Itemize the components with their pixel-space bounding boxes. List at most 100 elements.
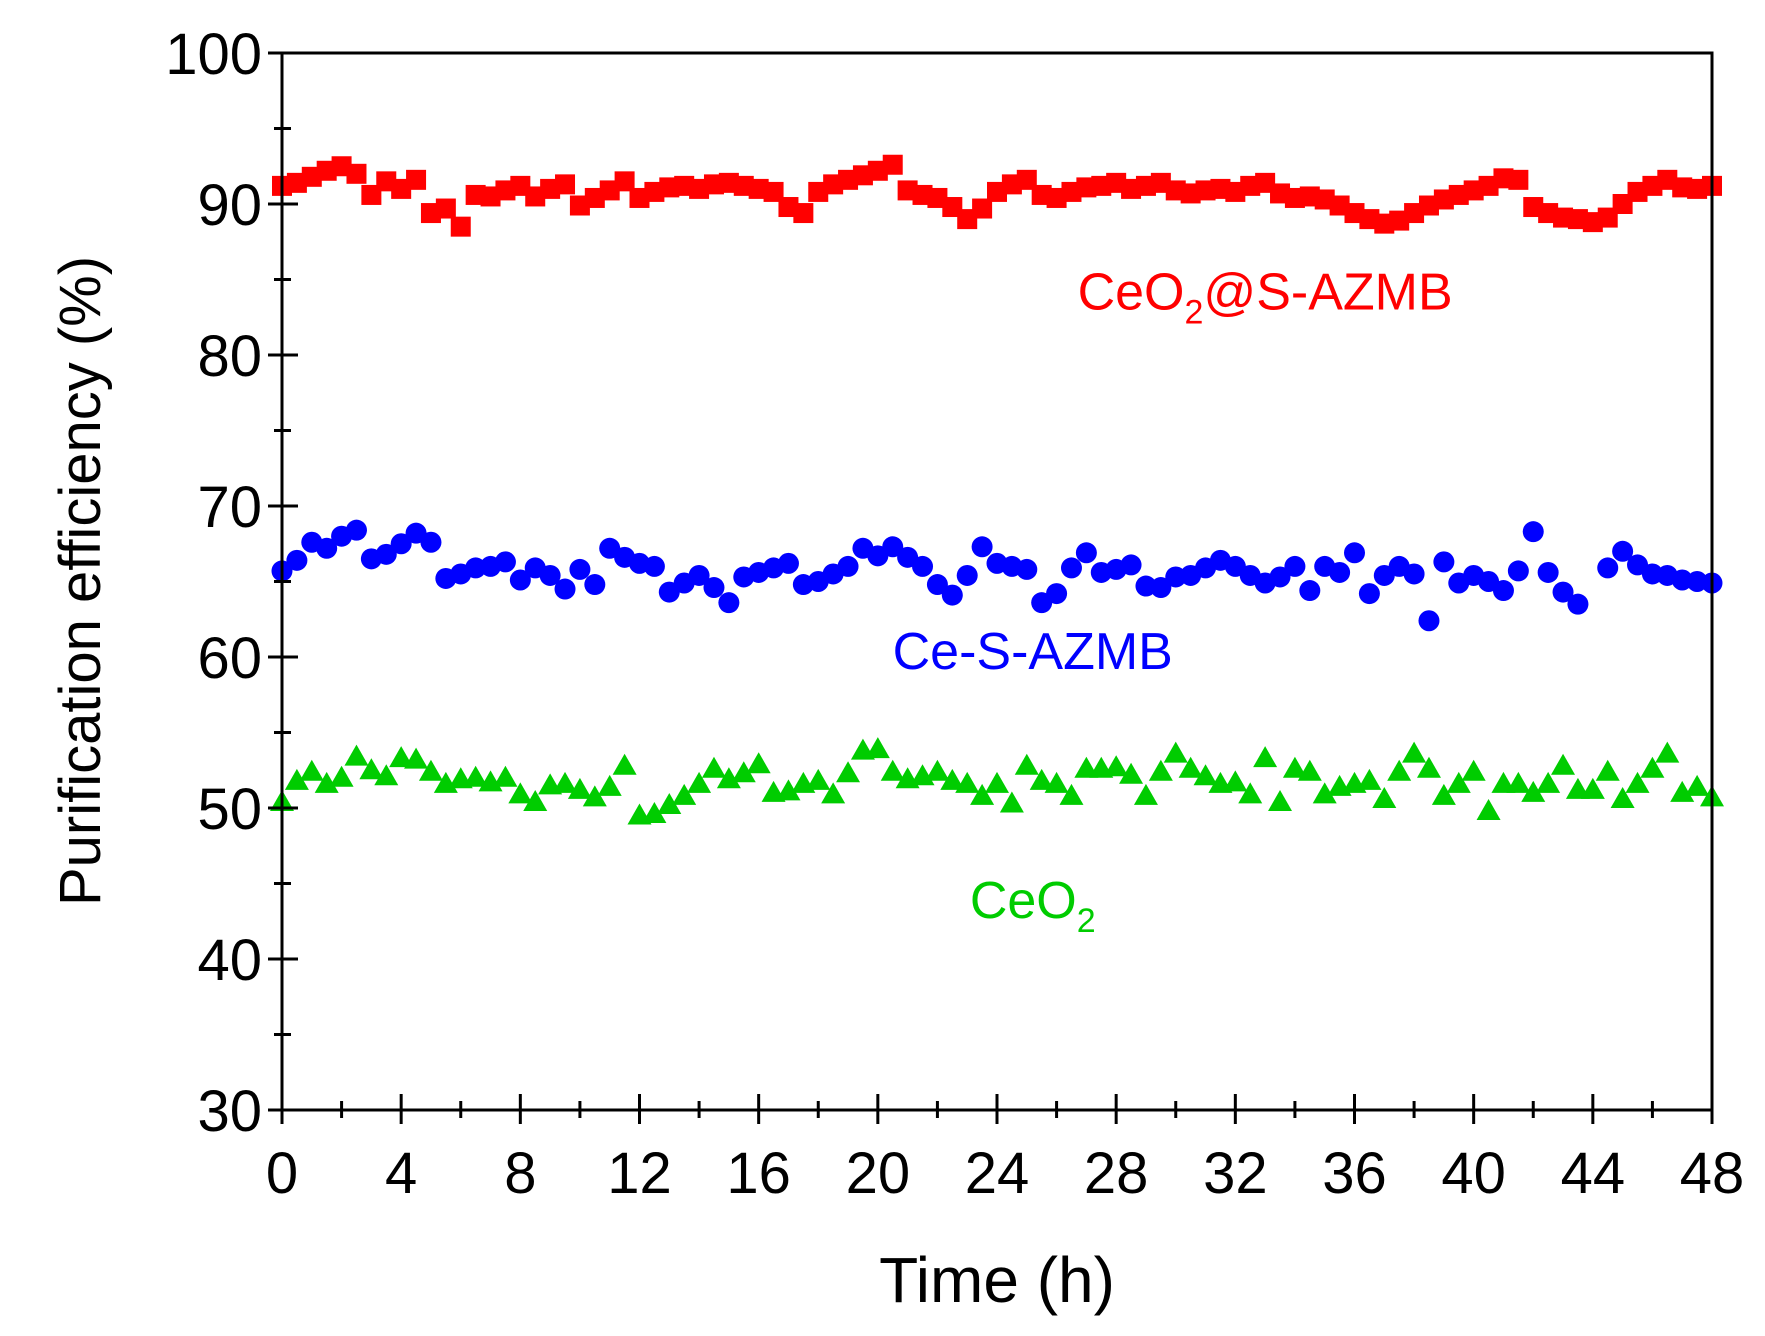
y-tick-label: 90 xyxy=(197,173,262,238)
data-point-triangle xyxy=(1506,771,1531,793)
data-point-triangle xyxy=(567,777,592,799)
data-point-circle xyxy=(703,577,725,599)
data-point-triangle xyxy=(642,802,667,824)
data-point-square xyxy=(406,169,427,190)
data-point-circle xyxy=(1418,610,1440,632)
data-point-circle xyxy=(941,584,963,606)
data-point-circle xyxy=(1597,557,1619,579)
data-point-triangle xyxy=(657,792,682,814)
data-point-triangle xyxy=(1104,755,1129,777)
y-tick-label: 50 xyxy=(197,777,262,842)
data-point-triangle xyxy=(1223,770,1248,792)
data-point-triangle xyxy=(1372,786,1397,808)
x-tick-label: 12 xyxy=(607,1141,672,1206)
data-point-triangle xyxy=(1357,768,1382,790)
data-point-square xyxy=(346,163,367,184)
data-point-circle xyxy=(375,543,397,565)
data-point-triangle xyxy=(299,759,324,781)
data-point-triangle xyxy=(1282,756,1307,778)
data-point-triangle xyxy=(418,759,443,781)
data-point-triangle xyxy=(1119,762,1144,784)
data-point-triangle xyxy=(597,774,622,796)
data-point-circle xyxy=(539,564,561,586)
series-3 xyxy=(270,737,1724,825)
series-2 xyxy=(271,519,1723,632)
data-point-circle xyxy=(1344,542,1365,564)
data-point-triangle xyxy=(1521,780,1546,802)
data-point-circle xyxy=(926,574,948,596)
data-point-circle xyxy=(1329,561,1351,583)
x-tick-label: 0 xyxy=(266,1141,298,1206)
data-point-circle xyxy=(1552,581,1574,603)
series-label-main: CeO xyxy=(1078,264,1185,322)
data-point-triangle xyxy=(836,761,861,783)
data-point-triangle xyxy=(523,789,548,811)
data-point-triangle xyxy=(1178,756,1203,778)
data-point-triangle xyxy=(1610,786,1635,808)
data-point-triangle xyxy=(1446,771,1471,793)
x-tick-label: 20 xyxy=(846,1141,911,1206)
x-tick-label: 36 xyxy=(1322,1141,1387,1206)
x-tick-label: 24 xyxy=(965,1141,1030,1206)
data-point-circle xyxy=(1016,558,1038,580)
data-point-triangle xyxy=(463,765,488,787)
data-point-circle xyxy=(286,549,308,571)
data-point-triangle xyxy=(284,768,309,790)
data-point-square xyxy=(1016,169,1037,190)
data-point-triangle xyxy=(612,753,637,775)
series-label-subscript: 2 xyxy=(1185,294,1204,332)
data-point-circle xyxy=(1284,555,1306,577)
x-tick-label: 32 xyxy=(1203,1141,1268,1206)
data-point-circle xyxy=(1492,580,1514,602)
data-point-triangle xyxy=(1685,774,1710,796)
data-point-triangle xyxy=(1416,756,1441,778)
x-tick-label: 48 xyxy=(1680,1141,1745,1206)
data-point-triangle xyxy=(1387,759,1412,781)
data-point-circle xyxy=(912,555,934,577)
data-point-triangle xyxy=(985,771,1009,793)
data-point-circle xyxy=(882,536,904,558)
data-point-triangle xyxy=(1297,759,1322,781)
data-point-circle xyxy=(1299,580,1321,602)
data-point-triangle xyxy=(1253,746,1278,768)
data-point-square xyxy=(882,154,903,175)
x-tick-label: 44 xyxy=(1561,1141,1626,1206)
data-point-circle xyxy=(584,574,606,596)
data-point-triangle xyxy=(999,791,1024,813)
data-point-triangle xyxy=(314,771,339,793)
data-point-square xyxy=(435,198,456,219)
data-point-triangle xyxy=(940,768,965,790)
data-point-triangle xyxy=(1148,759,1173,781)
data-point-triangle xyxy=(329,765,354,787)
data-point-triangle xyxy=(955,771,980,793)
data-point-triangle xyxy=(1044,771,1069,793)
data-point-triangle xyxy=(1402,741,1427,763)
data-point-triangle xyxy=(1536,771,1561,793)
data-point-triangle xyxy=(865,737,890,759)
data-point-triangle xyxy=(1312,782,1337,804)
data-point-square xyxy=(763,181,784,202)
data-point-triangle xyxy=(925,759,950,781)
data-point-triangle xyxy=(1595,759,1620,781)
data-point-triangle xyxy=(389,746,414,768)
data-point-circle xyxy=(1358,583,1380,605)
data-point-triangle xyxy=(1163,741,1188,763)
data-point-circle xyxy=(1522,521,1544,543)
data-point-triangle xyxy=(776,779,801,801)
data-point-square xyxy=(614,171,635,192)
data-point-triangle xyxy=(404,747,429,769)
data-point-triangle xyxy=(731,761,756,783)
data-point-triangle xyxy=(1268,789,1293,811)
data-point-triangle xyxy=(359,758,384,780)
x-tick-label: 4 xyxy=(385,1141,417,1206)
data-point-triangle xyxy=(687,771,712,793)
y-tick-label: 60 xyxy=(197,626,262,691)
data-point-triangle xyxy=(1133,783,1158,805)
data-point-circle xyxy=(643,555,665,577)
data-point-triangle xyxy=(821,782,846,804)
data-point-triangle xyxy=(806,768,831,790)
data-point-triangle xyxy=(1029,768,1054,790)
data-point-circle xyxy=(1046,583,1068,605)
